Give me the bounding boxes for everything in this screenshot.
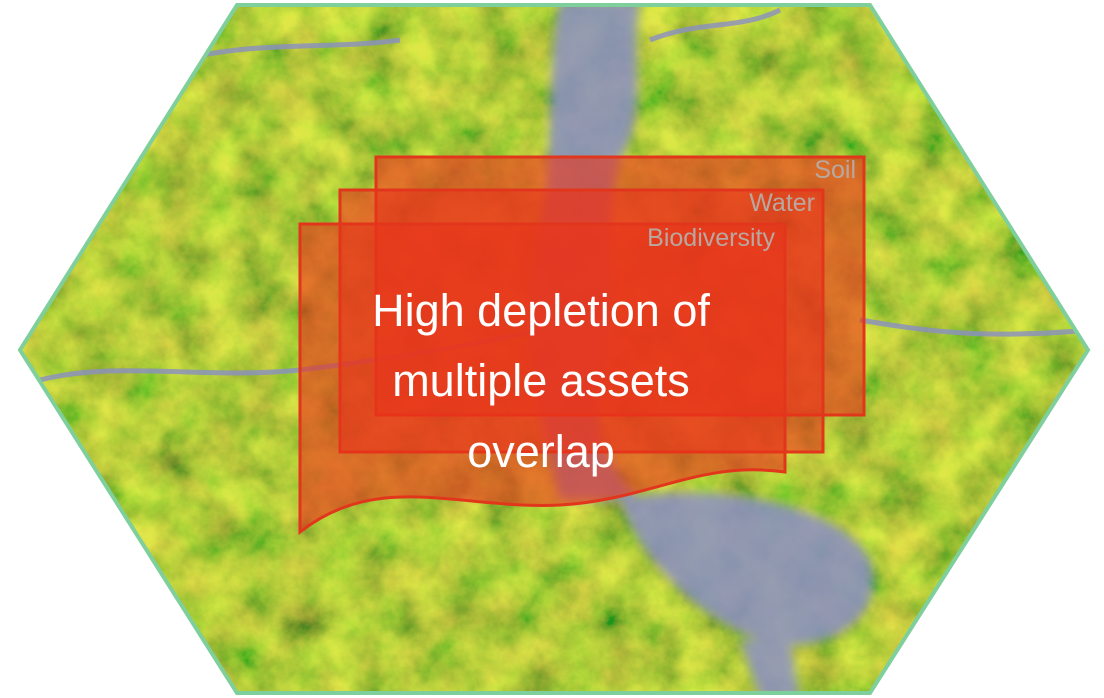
- layer-label: Soil: [814, 156, 856, 184]
- message-line: overlap: [467, 426, 615, 477]
- layer-stack: Soil Water Biodiversity: [298, 155, 866, 536]
- message-line: High depletion of: [372, 285, 710, 336]
- biodiversity-layer: [298, 222, 787, 536]
- hexagon-border: [17, 3, 1091, 695]
- layer-label: Biodiversity: [647, 224, 775, 252]
- message-line: multiple assets: [392, 355, 690, 406]
- layer-label: Water: [749, 189, 815, 217]
